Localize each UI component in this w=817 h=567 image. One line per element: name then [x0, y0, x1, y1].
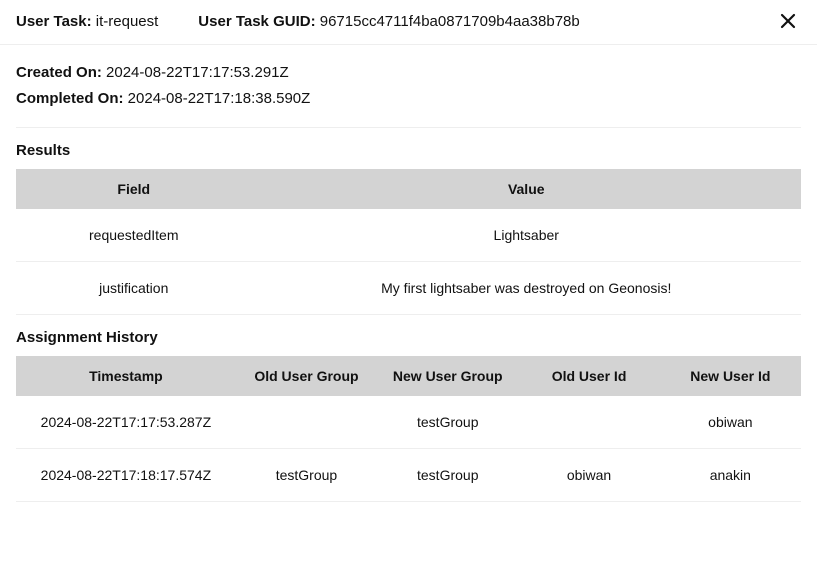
results-col-value: Value: [252, 169, 802, 209]
guid-value: 96715cc4711f4ba0871709b4aa38b78b: [320, 13, 580, 30]
guid-block: User Task GUID: 96715cc4711f4ba0871709b4…: [198, 13, 767, 30]
completed-on-value: 2024-08-22T17:18:38.590Z: [128, 90, 311, 107]
guid-label: User Task GUID:: [198, 13, 315, 30]
results-cell-value: Lightsaber: [252, 209, 802, 262]
results-table: Field Value requestedItem Lightsaber jus…: [16, 169, 801, 315]
history-col-olduser: Old User Id: [518, 356, 659, 396]
table-row: 2024-08-22T17:17:53.287Z testGroup obiwa…: [16, 396, 801, 449]
history-cell-ts: 2024-08-22T17:18:17.574Z: [16, 449, 236, 502]
history-col-oldgroup: Old User Group: [236, 356, 377, 396]
history-title: Assignment History: [16, 329, 801, 346]
history-cell-olduser: [518, 396, 659, 449]
results-title: Results: [16, 142, 801, 159]
history-cell-newuser: obiwan: [660, 396, 801, 449]
results-cell-field: justification: [16, 262, 252, 315]
history-col-ts: Timestamp: [16, 356, 236, 396]
table-row: requestedItem Lightsaber: [16, 209, 801, 262]
history-cell-newuser: anakin: [660, 449, 801, 502]
meta-block: Created On: 2024-08-22T17:17:53.291Z Com…: [16, 45, 801, 128]
history-col-newuser: New User Id: [660, 356, 801, 396]
table-header-row: Timestamp Old User Group New User Group …: [16, 356, 801, 396]
close-icon: [779, 12, 797, 30]
table-row: 2024-08-22T17:18:17.574Z testGroup testG…: [16, 449, 801, 502]
created-on-label: Created On:: [16, 64, 102, 81]
history-cell-newgroup: testGroup: [377, 396, 518, 449]
results-col-field: Field: [16, 169, 252, 209]
history-col-newgroup: New User Group: [377, 356, 518, 396]
history-cell-oldgroup: testGroup: [236, 449, 377, 502]
user-task-label: User Task:: [16, 13, 92, 30]
close-button[interactable]: [775, 8, 801, 34]
completed-on-label: Completed On:: [16, 90, 124, 107]
user-task-value: it-request: [96, 13, 159, 30]
created-on-line: Created On: 2024-08-22T17:17:53.291Z: [16, 61, 801, 85]
results-cell-value: My first lightsaber was destroyed on Geo…: [252, 262, 802, 315]
table-row: justification My first lightsaber was de…: [16, 262, 801, 315]
history-table: Timestamp Old User Group New User Group …: [16, 356, 801, 502]
history-cell-olduser: obiwan: [518, 449, 659, 502]
history-cell-newgroup: testGroup: [377, 449, 518, 502]
history-cell-oldgroup: [236, 396, 377, 449]
user-task-block: User Task: it-request: [16, 13, 158, 30]
completed-on-line: Completed On: 2024-08-22T17:18:38.590Z: [16, 87, 801, 111]
results-cell-field: requestedItem: [16, 209, 252, 262]
history-cell-ts: 2024-08-22T17:17:53.287Z: [16, 396, 236, 449]
table-header-row: Field Value: [16, 169, 801, 209]
created-on-value: 2024-08-22T17:17:53.291Z: [106, 64, 289, 81]
task-header: User Task: it-request User Task GUID: 96…: [0, 0, 817, 45]
